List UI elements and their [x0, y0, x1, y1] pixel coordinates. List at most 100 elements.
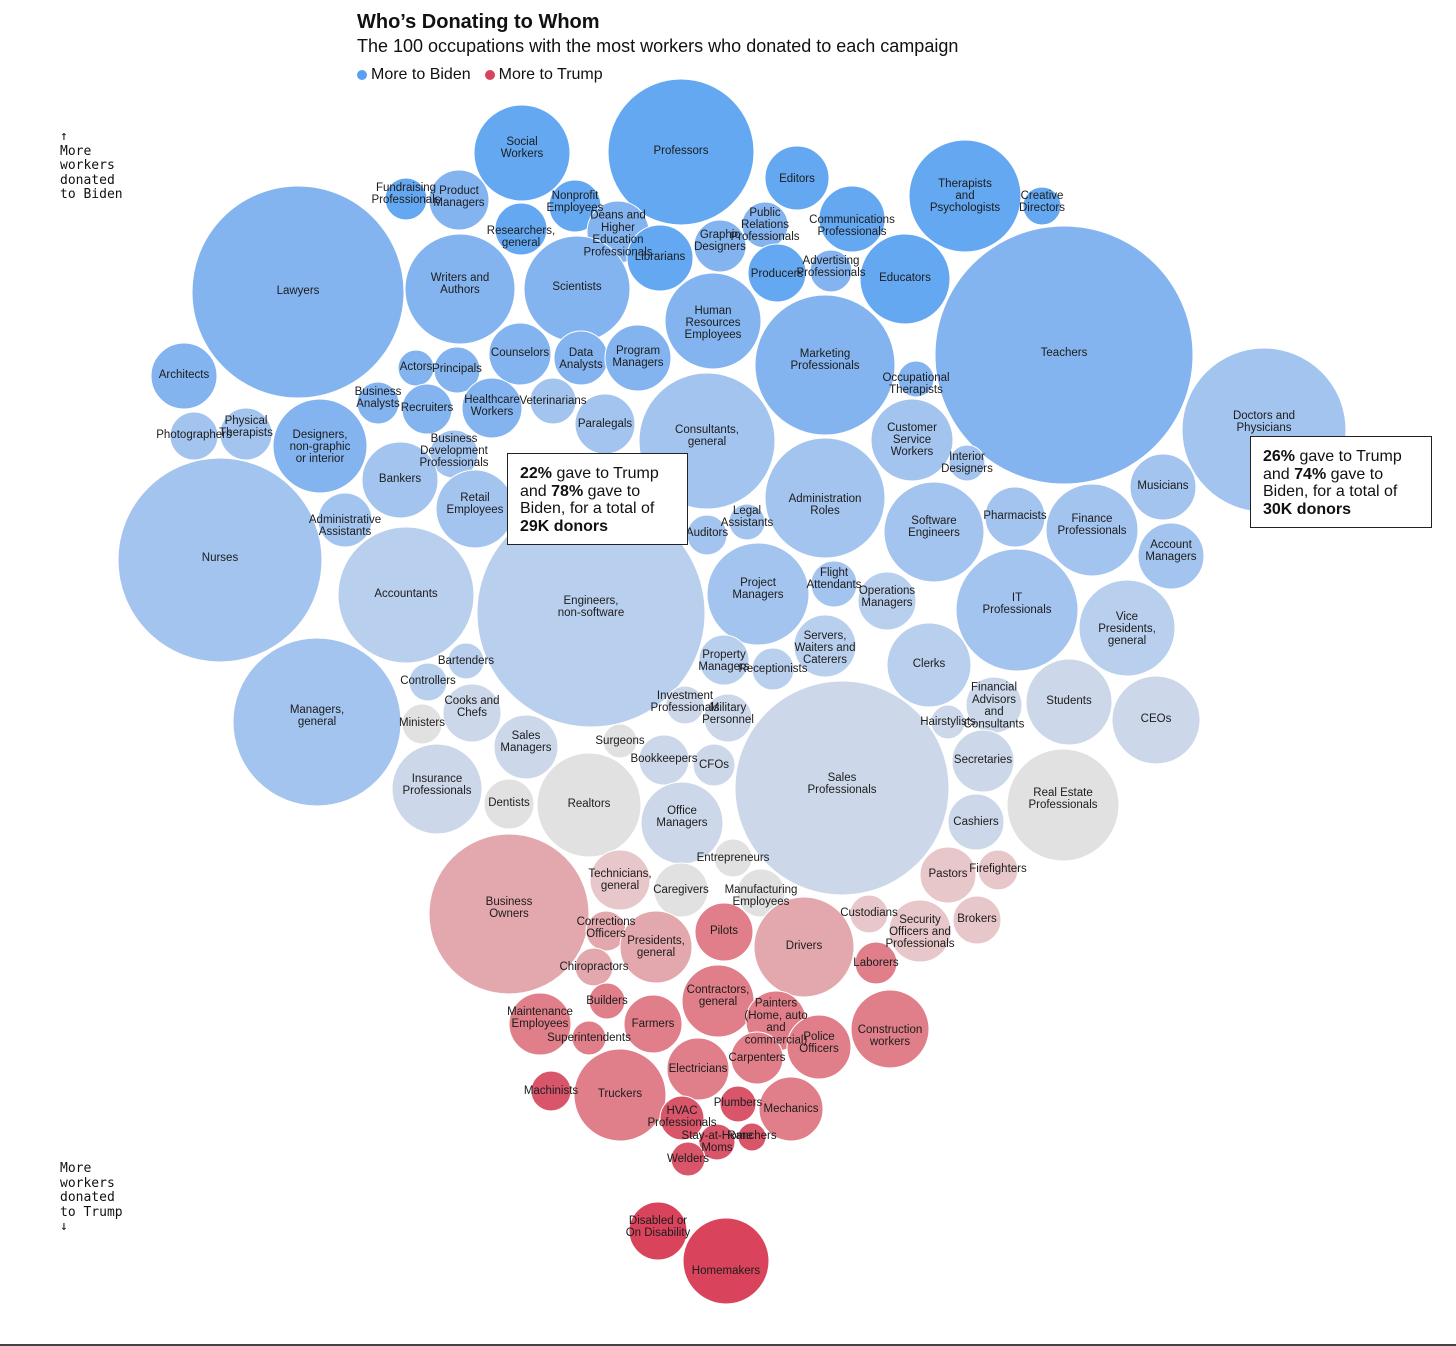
bubble-project-managers[interactable] [706, 542, 810, 646]
bubble-product-managers[interactable] [428, 169, 490, 231]
bubble-dentists[interactable] [483, 778, 535, 830]
bubble-students[interactable] [1025, 658, 1113, 746]
bubble-secretaries[interactable] [951, 729, 1015, 793]
bubble-architects[interactable] [150, 342, 218, 410]
bubble-insurance-professionals[interactable] [391, 743, 483, 835]
bubble-producers[interactable] [747, 243, 807, 303]
bubble-clerks[interactable] [886, 622, 972, 708]
bubble-ceos[interactable] [1111, 675, 1201, 765]
bubble-farmers[interactable] [623, 994, 683, 1054]
bubble-sales-managers[interactable] [493, 714, 559, 780]
bubble-account-managers[interactable] [1137, 522, 1205, 590]
bubble-designers-non-graphic-or-interior[interactable] [272, 398, 368, 494]
bubble-musicians[interactable] [1129, 453, 1197, 521]
bubble-property-managers[interactable] [698, 634, 750, 686]
bubble-hvac-professionals[interactable] [659, 1095, 705, 1141]
bubble-surgeons[interactable] [602, 723, 638, 759]
bubble-educators[interactable] [859, 233, 951, 325]
bubble-pharmacists[interactable] [984, 486, 1046, 548]
bubble-real-estate-professionals[interactable] [1006, 748, 1120, 862]
bubble-servers-waiters-and-caterers[interactable] [793, 614, 857, 678]
bubble-therapists-and-psychologists[interactable] [908, 139, 1022, 253]
bubble-fundraising-professionals[interactable] [384, 177, 428, 221]
bubble-presidents-general[interactable] [619, 910, 693, 984]
bubble-bookkeepers[interactable] [638, 734, 690, 786]
bubble-it-professionals[interactable] [955, 548, 1079, 672]
bubble-finance-professionals[interactable] [1045, 483, 1139, 577]
bubble-receptionists[interactable] [751, 647, 795, 691]
bubble-brokers[interactable] [952, 895, 1002, 945]
bubble-truckers[interactable] [573, 1048, 667, 1142]
bubble-administration-roles[interactable] [764, 437, 886, 559]
bubble-sales-professionals[interactable] [734, 680, 950, 896]
bubble-customer-service-workers[interactable] [870, 398, 954, 482]
bubble-hairstylists[interactable] [930, 704, 966, 740]
bubble-welders[interactable] [670, 1141, 706, 1177]
bubble-librarians[interactable] [626, 224, 694, 292]
bubble-researchers-general[interactable] [494, 202, 548, 256]
bubble-program-managers[interactable] [604, 324, 672, 392]
bubble-advertising-professionals[interactable] [809, 249, 853, 293]
bubble-marketing-professionals[interactable] [754, 294, 896, 436]
bubble-cashiers[interactable] [947, 793, 1005, 851]
bubble-chiropractors[interactable] [574, 947, 614, 987]
bubble-accountants[interactable] [337, 526, 475, 664]
bubble-police-officers[interactable] [786, 1014, 852, 1080]
bubble-social-workers[interactable] [473, 104, 571, 202]
bubble-teachers[interactable] [934, 225, 1194, 485]
bubble-drivers[interactable] [753, 896, 855, 998]
bubble-realtors[interactable] [536, 752, 642, 858]
bubble-ranchers[interactable] [737, 1122, 767, 1152]
bubble-interior-designers[interactable] [948, 444, 986, 482]
bubble-recruiters[interactable] [401, 383, 453, 435]
bubble-professors[interactable] [607, 78, 755, 226]
bubble-technicians-general[interactable] [589, 849, 651, 911]
bubble-pastors[interactable] [919, 846, 977, 904]
bubble-business-owners[interactable] [428, 833, 590, 995]
bubble-electricians[interactable] [666, 1037, 730, 1101]
bubble-operations-managers[interactable] [857, 571, 917, 631]
bubble-ministers[interactable] [401, 703, 443, 745]
bubble-custodians[interactable] [849, 894, 889, 934]
bubble-entrepreneurs[interactable] [713, 838, 753, 878]
bubble-manufacturing-employees[interactable] [736, 868, 786, 918]
bubble-bankers[interactable] [361, 441, 439, 519]
bubble-flight-attendants[interactable] [810, 560, 858, 608]
bubble-vice-presidents-general[interactable] [1078, 579, 1176, 677]
bubble-photographers[interactable] [169, 411, 219, 461]
bubble-healthcare-workers[interactable] [461, 377, 523, 439]
bubble-graphic-designers[interactable] [693, 219, 747, 273]
bubble-managers-general[interactable] [232, 637, 402, 807]
bubble-caregivers[interactable] [653, 862, 709, 918]
bubble-counselors[interactable] [488, 322, 552, 386]
bubble-veterinarians[interactable] [529, 377, 577, 425]
bubble-business-analysts[interactable] [356, 381, 400, 425]
bubble-maintenance-employees[interactable] [508, 992, 572, 1056]
bubble-human-resources-employees[interactable] [664, 272, 762, 370]
bubble-communications-professionals[interactable] [818, 185, 886, 253]
bubble-superintendents[interactable] [571, 1020, 607, 1056]
bubble-plumbers[interactable] [719, 1085, 757, 1123]
bubble-pilots[interactable] [694, 902, 754, 962]
bubble-software-engineers[interactable] [883, 481, 985, 583]
bubble-carpenters[interactable] [730, 1031, 784, 1085]
bubble-legal-assistants[interactable] [728, 503, 766, 541]
bubble-administrative-assistants[interactable] [317, 492, 373, 548]
bubble-creative-directors[interactable] [1022, 186, 1062, 226]
bubble-mechanics[interactable] [758, 1076, 824, 1142]
bubble-laborers[interactable] [854, 941, 898, 985]
bubble-bartenders[interactable] [447, 642, 485, 680]
bubble-editors[interactable] [764, 145, 830, 211]
bubble-machinists[interactable] [530, 1070, 572, 1112]
bubble-homemakers[interactable] [682, 1217, 770, 1305]
bubble-physical-therapists[interactable] [219, 407, 273, 461]
bubble-builders[interactable] [588, 982, 626, 1020]
bubble-stay-at-home-moms[interactable] [698, 1123, 736, 1161]
bubble-nurses[interactable] [117, 457, 323, 663]
bubble-principals[interactable] [433, 346, 481, 394]
bubble-disabled-or-on-disability[interactable] [628, 1201, 688, 1261]
bubble-writers-and-authors[interactable] [404, 233, 516, 345]
bubble-controllers[interactable] [408, 662, 448, 702]
bubble-cfos[interactable] [692, 743, 736, 787]
bubble-military-personnel[interactable] [703, 693, 753, 743]
